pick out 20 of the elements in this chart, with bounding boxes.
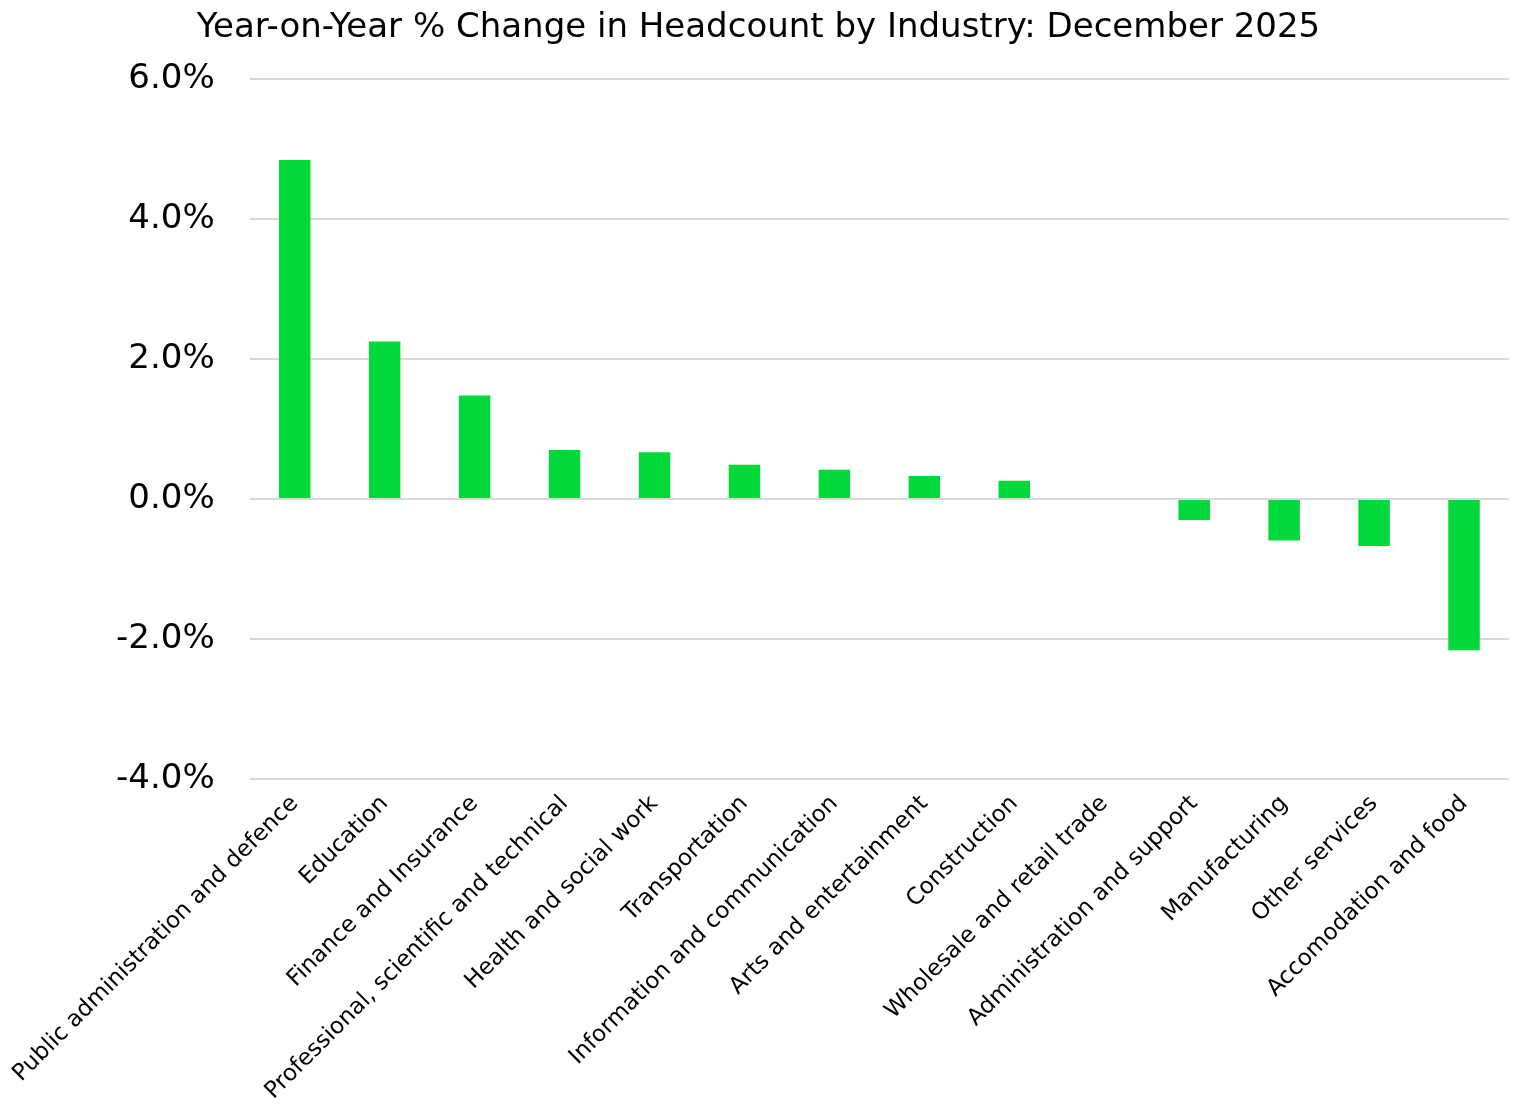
bar — [638, 452, 671, 499]
y-tick-label: -2.0% — [116, 615, 215, 656]
bar — [278, 160, 311, 499]
y-tick-label: 2.0% — [128, 335, 215, 376]
bar — [548, 450, 581, 499]
bar — [1448, 500, 1480, 651]
bar — [368, 341, 401, 499]
bar — [1268, 500, 1300, 541]
bar — [1358, 500, 1390, 546]
bar — [818, 469, 851, 499]
bar — [998, 480, 1031, 499]
chart-title: Year-on-Year % Change in Headcount by Industry: December 2025 — [195, 5, 1321, 46]
bar — [908, 475, 941, 499]
bar — [728, 464, 761, 499]
y-tick-label: 0.0% — [128, 475, 215, 516]
bar — [1178, 500, 1210, 521]
y-tick-label: 6.0% — [128, 55, 215, 96]
bar — [458, 395, 491, 499]
y-tick-label: 4.0% — [128, 195, 215, 236]
y-tick-label: -4.0% — [116, 756, 215, 797]
